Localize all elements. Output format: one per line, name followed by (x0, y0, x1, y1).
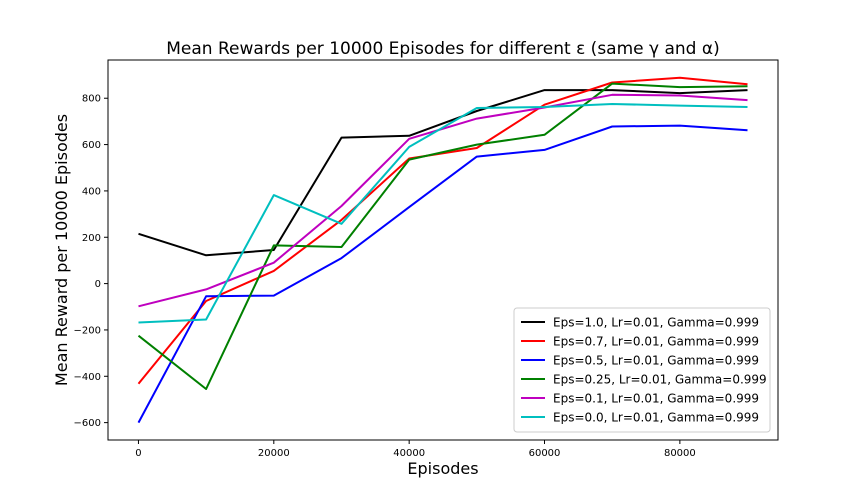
legend-label-0: Eps=1.0, Lr=0.01, Gamma=0.999 (553, 316, 759, 330)
y-tick-label-7: 800 (82, 94, 101, 105)
y-tick-label-3: 0 (95, 279, 101, 290)
plot-area-frame (107, 59, 779, 441)
legend-label-2: Eps=0.5, Lr=0.01, Gamma=0.999 (553, 354, 759, 368)
legend-label-4: Eps=0.1, Lr=0.01, Gamma=0.999 (553, 392, 759, 406)
x-tick-label-0: 0 (135, 448, 141, 459)
y-tick-label-1: −400 (74, 372, 101, 383)
x-axis-label: Episodes (407, 459, 478, 478)
x-tick-label-2: 40000 (393, 448, 425, 459)
series-line-1 (137, 76, 748, 385)
series-line-2 (137, 124, 748, 424)
series-line-4 (138, 93, 748, 308)
series-line-5 (138, 103, 748, 324)
chart-title: Mean Rewards per 10000 Episodes for diff… (166, 39, 719, 59)
legend: Eps=1.0, Lr=0.01, Gamma=0.999 Eps=0.7, Lr… (513, 307, 771, 433)
x-axis: 0 20000 40000 60000 80000 (135, 440, 696, 459)
x-tick-label-3: 60000 (529, 448, 561, 459)
series-layer (137, 76, 748, 424)
y-tick-label-2: −200 (74, 325, 101, 336)
legend-label-5: Eps=0.0, Lr=0.01, Gamma=0.999 (553, 411, 759, 425)
y-tick-label-6: 600 (82, 140, 101, 151)
x-tick-label-4: 80000 (664, 448, 696, 459)
y-tick-label-0: −600 (74, 418, 101, 429)
y-tick-label-4: 200 (82, 233, 101, 244)
y-tick-label-5: 400 (82, 186, 101, 197)
legend-label-3: Eps=0.25, Lr=0.01, Gamma=0.999 (553, 373, 767, 387)
y-axis: −600 −400 −200 0 200 400 600 800 (74, 94, 108, 429)
series-line-3 (137, 82, 748, 390)
series-line-0 (138, 89, 748, 257)
legend-box (513, 307, 771, 433)
x-tick-label-1: 20000 (258, 448, 290, 459)
legend-label-1: Eps=0.7, Lr=0.01, Gamma=0.999 (553, 335, 759, 349)
y-axis-label: Mean Reward per 10000 Episodes (52, 114, 71, 386)
